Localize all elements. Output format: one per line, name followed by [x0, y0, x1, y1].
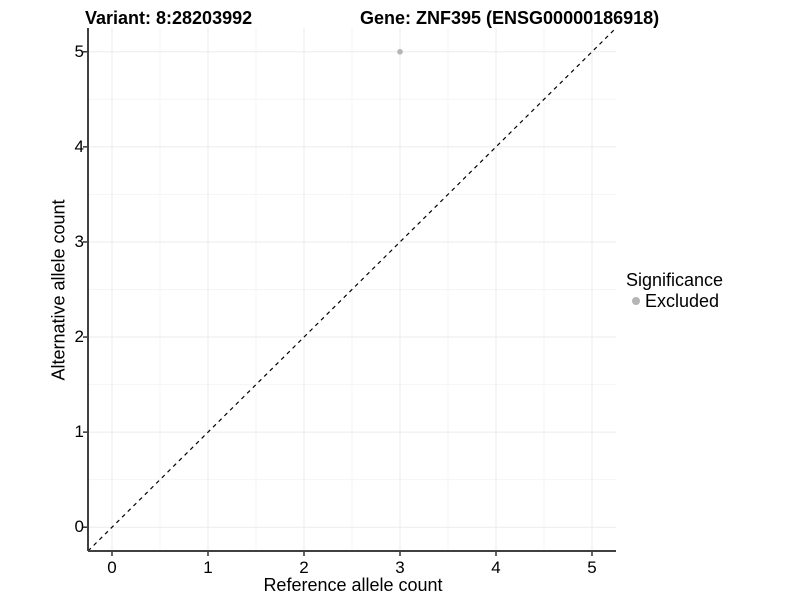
plot-panel [83, 27, 617, 556]
legend-point-icon [632, 297, 640, 305]
x-tick-label: 5 [587, 558, 597, 577]
x-tick-label: 4 [491, 558, 501, 577]
y-tick-label: 3 [74, 231, 84, 251]
plot-title-variant: Variant: 8:28203992 [85, 8, 253, 28]
x-tick-label: 2 [299, 558, 309, 577]
y-tick-label: 0 [74, 517, 84, 537]
legend-title: Significance [626, 270, 724, 290]
scatter-point [397, 48, 403, 55]
identity-dashed-line [87, 27, 617, 552]
legend-item: Excluded [626, 291, 723, 311]
x-tick-label: 3 [395, 558, 405, 577]
x-tick-label: 0 [107, 558, 117, 577]
x-axis-title: Reference allele count [263, 575, 443, 595]
y-axis-title: Alternative allele count [48, 199, 69, 381]
grid-major-lines [88, 28, 616, 551]
legend-item-label: Excluded [645, 291, 720, 311]
data-points [397, 48, 403, 55]
y-tick-label: 1 [74, 422, 84, 442]
y-tick-label: 5 [74, 41, 84, 61]
y-tick-label: 2 [74, 327, 84, 347]
plot-title-gene: Gene: ZNF395 (ENSG00000186918) [360, 8, 660, 28]
y-tick-label: 4 [74, 136, 84, 156]
axis-tick-marks [83, 51, 593, 556]
legend-items: Excluded [626, 291, 723, 311]
x-tick-label: 1 [203, 558, 213, 577]
axis-lines [87, 28, 616, 552]
legend: Significance Excluded [626, 270, 723, 311]
identity-line [87, 27, 617, 552]
